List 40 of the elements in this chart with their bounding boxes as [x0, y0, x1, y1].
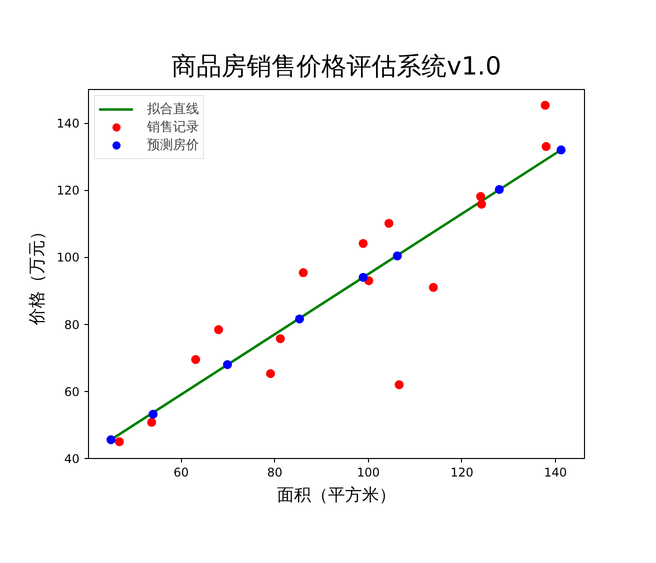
point [394, 380, 404, 390]
point [114, 437, 124, 446]
legend-label: 销售记录 [147, 119, 199, 136]
y-axis-title: 价格（万元） [28, 223, 48, 326]
point [148, 410, 158, 419]
x-tick-label: 120 [450, 466, 474, 480]
x-tick-label: 140 [544, 466, 567, 480]
legend-label: 拟合直线 [147, 101, 199, 118]
legend-label: 预测房价 [147, 137, 199, 154]
point [222, 360, 232, 370]
point [276, 334, 285, 344]
point [266, 369, 276, 378]
x-axis-title: 面积（平方米） [277, 486, 396, 506]
y-tick-label: 80 [64, 318, 80, 332]
point [191, 355, 200, 364]
point [295, 314, 304, 324]
chart-title: 商品房销售价格评估系统v1.0 [172, 52, 502, 80]
point [540, 100, 550, 110]
point [556, 145, 566, 154]
point [392, 251, 402, 260]
point [358, 272, 368, 282]
y-tick-label: 60 [64, 384, 80, 399]
point [428, 282, 438, 292]
y-tick-label: 40 [64, 452, 80, 466]
point [298, 268, 308, 278]
y-tick-label: 100 [56, 250, 80, 265]
point [476, 192, 486, 201]
x-tick-label: 80 [267, 466, 282, 480]
y-tick-label: 120 [56, 184, 80, 198]
x-tick-label: 100 [356, 466, 380, 480]
point [542, 142, 551, 152]
point [384, 218, 394, 228]
point [106, 435, 116, 444]
point [214, 325, 224, 334]
point [358, 238, 368, 248]
y-tick-label: 140 [56, 116, 80, 131]
point [494, 184, 504, 194]
point [147, 418, 156, 427]
x-tick-label: 60 [174, 466, 189, 480]
point [477, 200, 486, 209]
